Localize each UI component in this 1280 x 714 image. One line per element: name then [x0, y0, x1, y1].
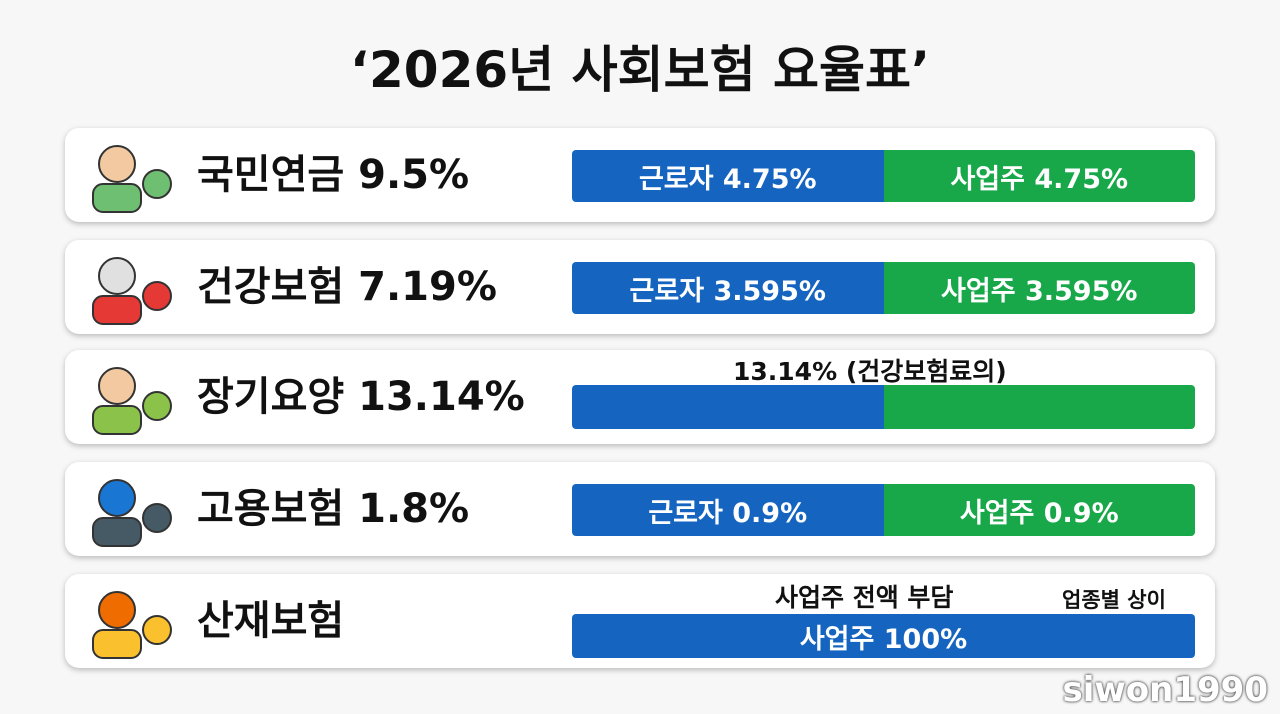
row-label: 산재보험: [197, 598, 345, 644]
rate-bar: 근로자 0.9% 사업주 0.9%: [572, 484, 1195, 536]
row-label: 국민연금 9.5%: [197, 152, 470, 198]
row-card: 산재보험 사업주 100% 사업주 전액 부담 업종별 상이: [65, 574, 1215, 668]
bar-note: 사업주 전액 부담: [775, 583, 954, 612]
bar-segment: 근로자 0.9%: [572, 484, 884, 536]
row-label: 건강보험 7.19%: [197, 264, 497, 310]
rate-bar: 근로자 3.595% 사업주 3.595%: [572, 262, 1195, 314]
row-card: 국민연금 9.5% 근로자 4.75% 사업주 4.75%: [65, 128, 1215, 222]
watermark: siwon1990: [1062, 670, 1269, 710]
row-icon: [92, 591, 172, 659]
bar-segment: 사업주 3.595%: [883, 262, 1195, 314]
bar-segment: 근로자 4.75%: [572, 150, 884, 202]
row-card: 장기요양 13.14% 13.14% (건강보험료의): [65, 350, 1215, 444]
title: ‘2026년 사회보험 요율표’: [350, 41, 930, 99]
bar-segment: 사업주 0.9%: [883, 484, 1195, 536]
bar-segment: [883, 385, 1195, 429]
bar-note: 13.14% (건강보험료의): [733, 357, 1007, 386]
row-icon: [92, 367, 172, 435]
rate-bar: 사업주 100%: [572, 614, 1195, 658]
row-icon: [92, 479, 172, 547]
rate-bar: [572, 385, 1195, 429]
row-card: 고용보험 1.8% 근로자 0.9% 사업주 0.9%: [65, 462, 1215, 556]
bar-segment: [572, 385, 884, 429]
row-label: 장기요양 13.14%: [197, 374, 525, 420]
row-label: 고용보험 1.8%: [197, 486, 470, 532]
row-icon: [92, 145, 172, 213]
bar-segment: 사업주 100%: [572, 614, 1195, 658]
bar-segment: 근로자 3.595%: [572, 262, 884, 314]
row-icon: [92, 257, 172, 325]
bar-segment: 사업주 4.75%: [883, 150, 1195, 202]
row-card: 건강보험 7.19% 근로자 3.595% 사업주 3.595%: [65, 240, 1215, 334]
bar-side-note: 업종별 상이: [1062, 588, 1166, 612]
rate-bar: 근로자 4.75% 사업주 4.75%: [572, 150, 1195, 202]
